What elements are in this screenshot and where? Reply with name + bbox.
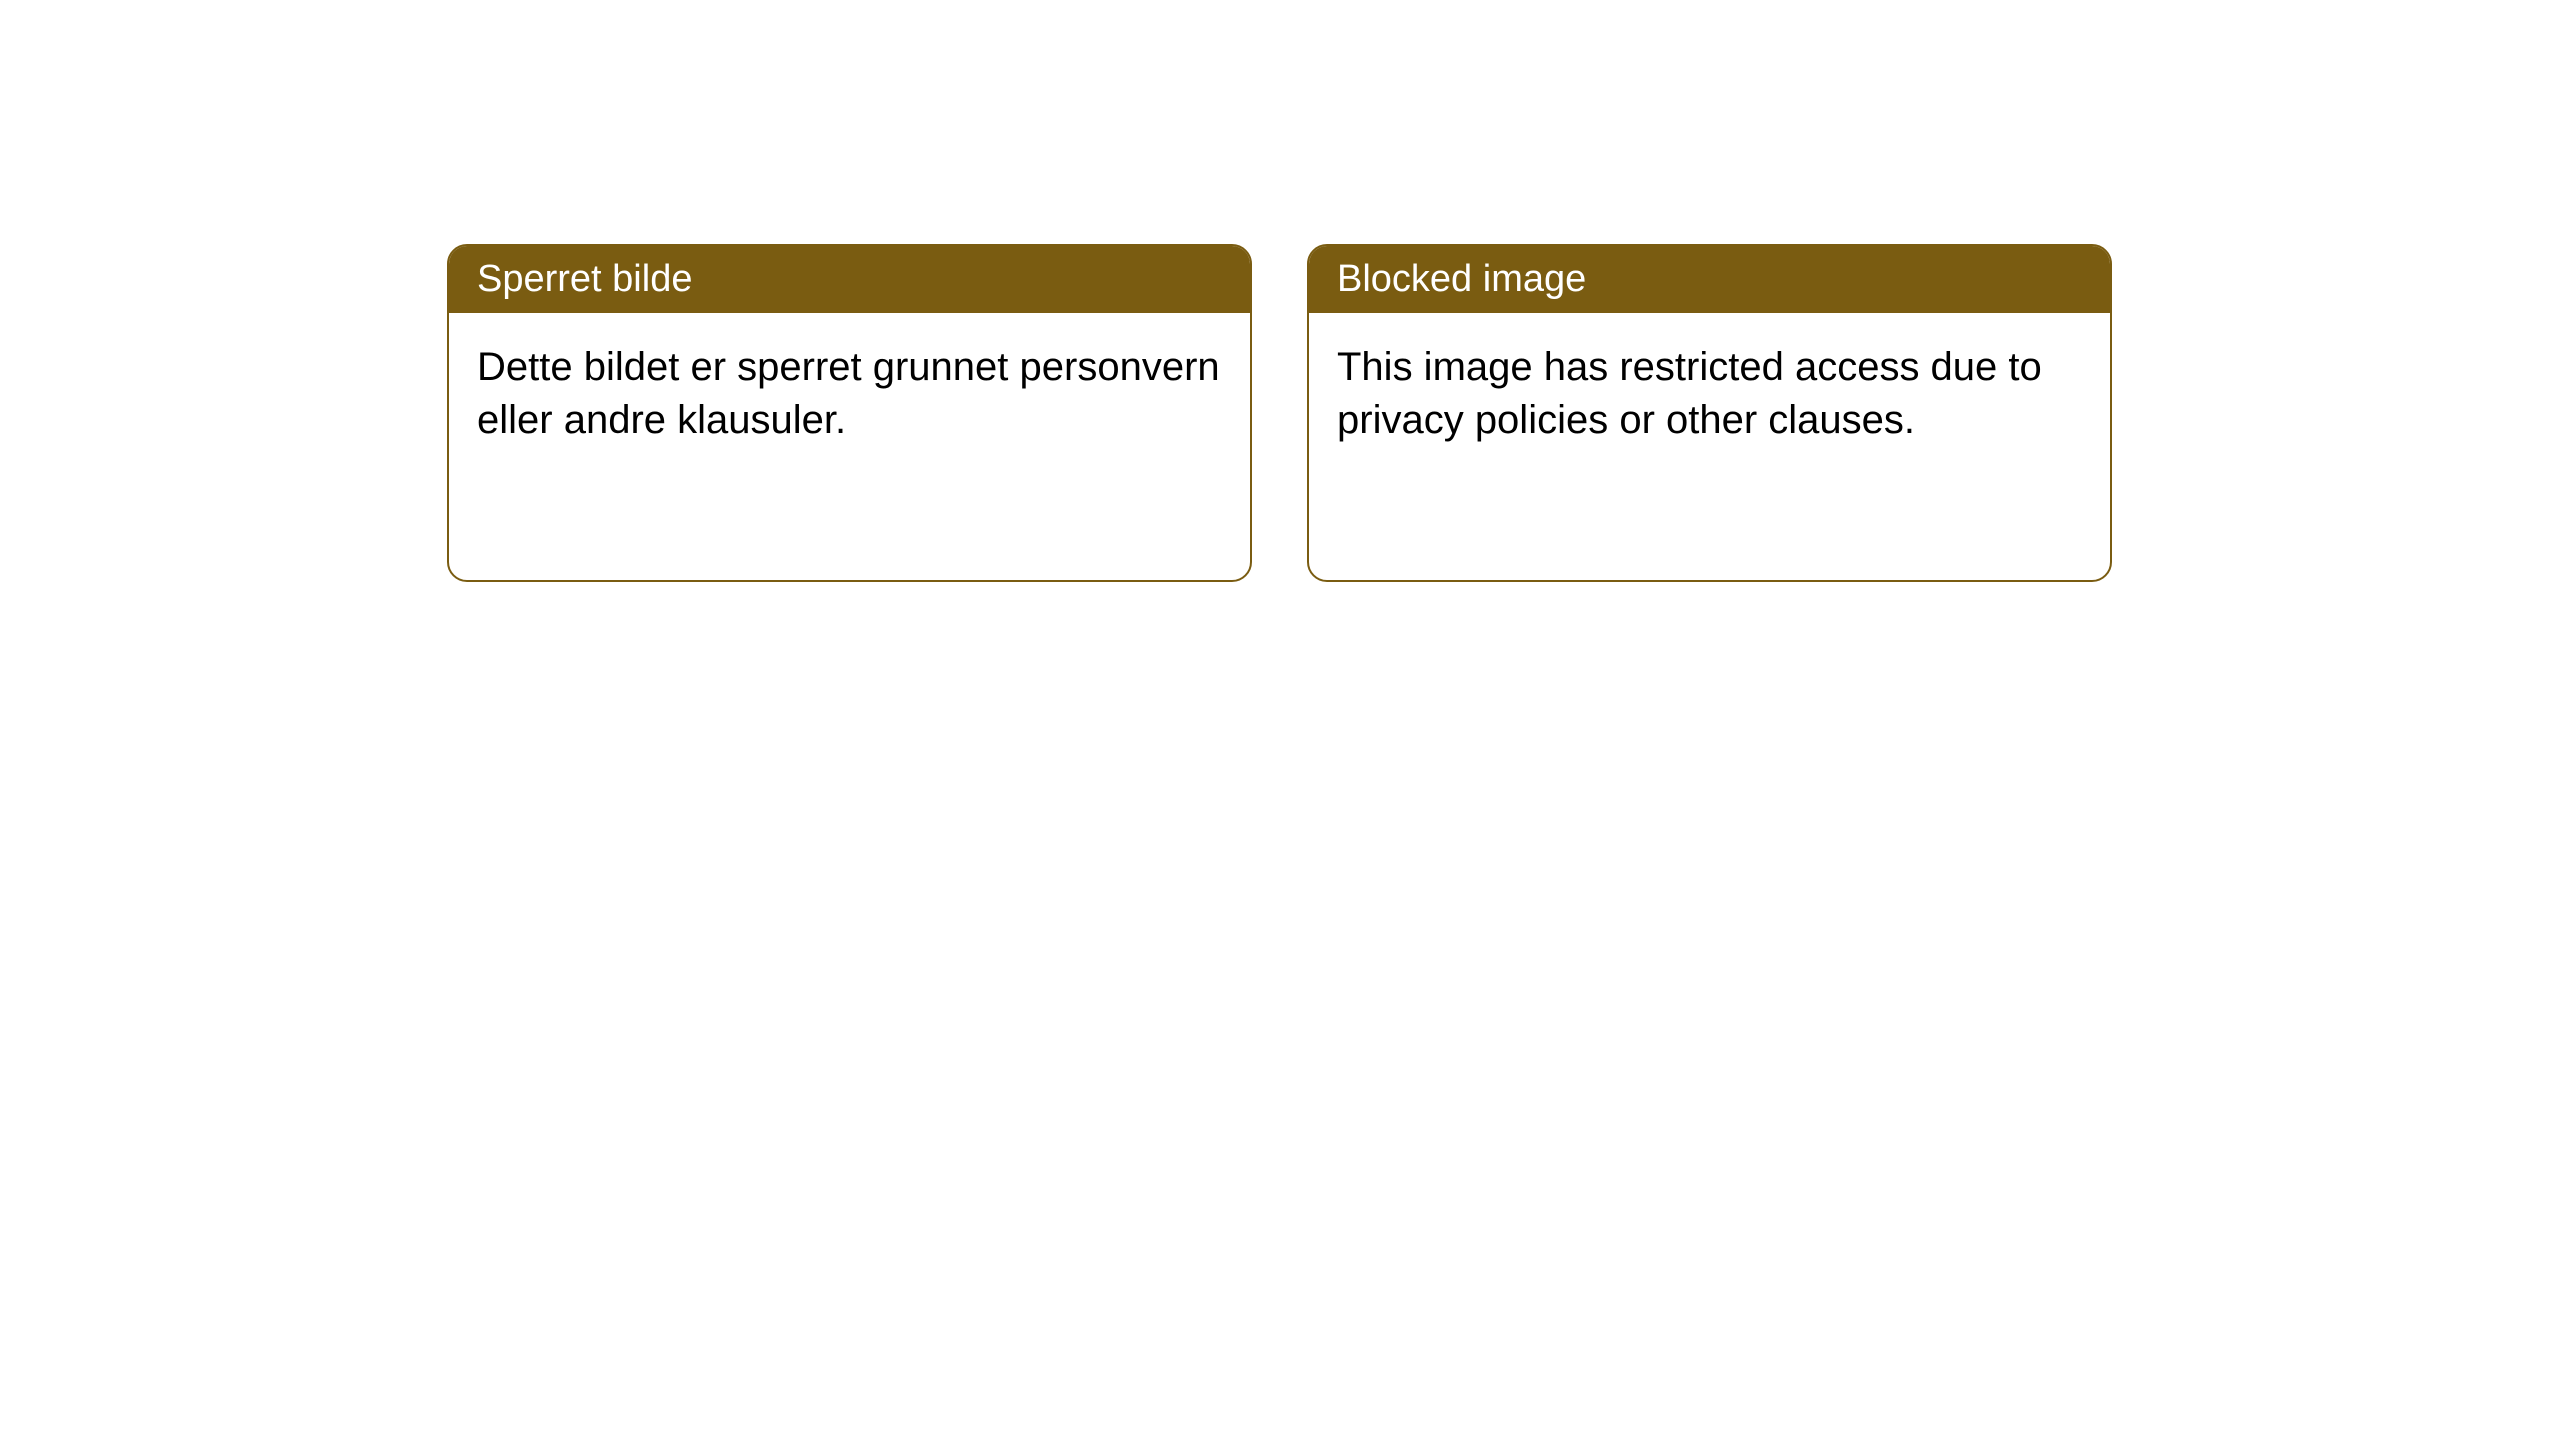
- card-header-text: Blocked image: [1337, 258, 1586, 300]
- card-body: Dette bildet er sperret grunnet personve…: [449, 313, 1250, 475]
- card-header-text: Sperret bilde: [477, 258, 692, 300]
- card-body: This image has restricted access due to …: [1309, 313, 2110, 475]
- notice-card-english: Blocked image This image has restricted …: [1307, 244, 2112, 582]
- card-body-text: Dette bildet er sperret grunnet personve…: [477, 345, 1220, 442]
- card-body-text: This image has restricted access due to …: [1337, 345, 2042, 442]
- notice-cards-container: Sperret bilde Dette bildet er sperret gr…: [447, 244, 2112, 582]
- card-header: Blocked image: [1309, 246, 2110, 313]
- notice-card-norwegian: Sperret bilde Dette bildet er sperret gr…: [447, 244, 1252, 582]
- card-header: Sperret bilde: [449, 246, 1250, 313]
